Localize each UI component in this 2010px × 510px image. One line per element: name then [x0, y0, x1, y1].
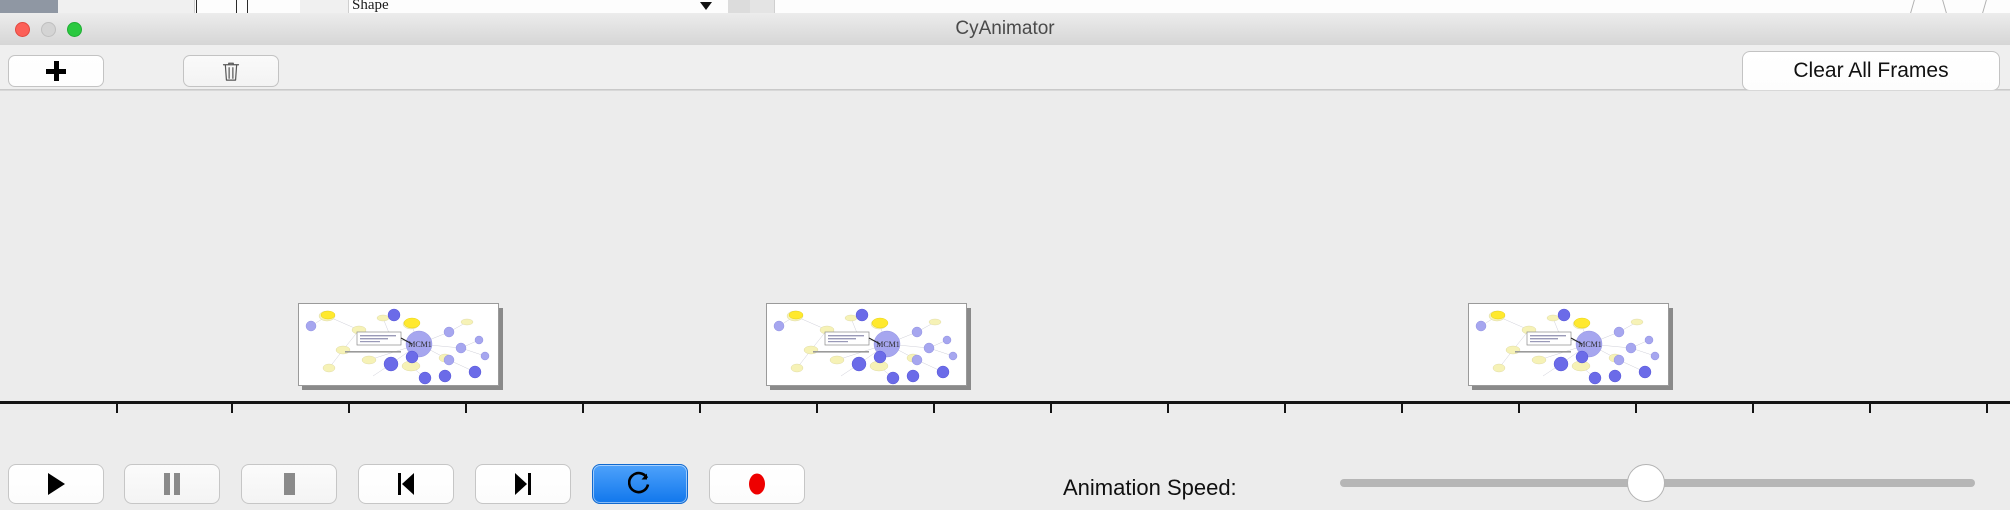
trash-icon	[222, 62, 240, 81]
loop-icon	[628, 471, 650, 494]
background-window-strip: Shape	[0, 0, 2010, 14]
ruler-tick-major	[1401, 403, 1403, 413]
frame-card: MCM1	[1468, 303, 1669, 386]
timeline-frame-thumbnail[interactable]: MCM1	[1468, 303, 1673, 390]
add-frame-button[interactable]	[8, 55, 104, 87]
stop-button[interactable]	[241, 464, 337, 504]
play-icon	[48, 473, 65, 495]
loop-button[interactable]	[592, 464, 688, 504]
svg-text:MCM1: MCM1	[1578, 340, 1602, 349]
record-icon	[749, 473, 765, 495]
ruler-tick-minor	[1752, 403, 1754, 413]
animation-speed-slider-thumb[interactable]	[1627, 464, 1665, 502]
timeline-frame-thumbnail[interactable]: MCM1	[766, 303, 971, 390]
svg-text:MCM1: MCM1	[408, 340, 432, 349]
skip-previous-icon	[398, 473, 414, 495]
network-thumbnail-icon: MCM1	[1475, 308, 1660, 385]
animation-speed-slider[interactable]	[1340, 464, 1975, 502]
timeline-ruler	[0, 401, 2010, 404]
bg-window-text: Shape	[352, 0, 389, 13]
bg-chip	[300, 0, 349, 13]
ruler-tick-minor	[1284, 403, 1286, 413]
stop-icon	[284, 473, 295, 495]
network-thumbnail-icon: MCM1	[773, 308, 958, 385]
zoom-button[interactable]	[67, 22, 82, 37]
svg-text:MCM1: MCM1	[876, 340, 900, 349]
toolbar	[0, 45, 2010, 90]
ruler-tick-major	[1869, 403, 1871, 413]
record-button[interactable]	[709, 464, 805, 504]
frame-card: MCM1	[298, 303, 499, 386]
animation-speed-label: Animation Speed:	[1063, 475, 1237, 500]
plus-icon	[46, 61, 66, 81]
play-button[interactable]	[8, 464, 104, 504]
bg-chip	[0, 0, 59, 13]
ruler-tick-minor	[116, 403, 118, 413]
skip-start-button[interactable]	[358, 464, 454, 504]
skip-next-icon	[515, 473, 531, 495]
title-bar[interactable]: CyAnimator	[0, 13, 2010, 46]
bg-chip	[750, 0, 775, 13]
ruler-tick-major	[1167, 403, 1169, 413]
ruler-tick-minor	[582, 403, 584, 413]
pause-icon	[164, 473, 180, 495]
minimize-button[interactable]	[41, 22, 56, 37]
close-button[interactable]	[15, 22, 30, 37]
ruler-tick-minor	[1518, 403, 1520, 413]
ruler-tick-minor	[1050, 403, 1052, 413]
bg-caret-icon	[700, 2, 712, 10]
ruler-tick-major	[933, 403, 935, 413]
skip-end-button[interactable]	[475, 464, 571, 504]
ruler-tick-major	[231, 403, 233, 413]
frame-card: MCM1	[766, 303, 967, 386]
clear-all-frames-button[interactable]: Clear All Frames	[1742, 51, 2000, 91]
traffic-light-group	[15, 22, 82, 37]
bg-chip	[728, 0, 751, 13]
ruler-tick-major	[1635, 403, 1637, 413]
timeline-frame-thumbnail[interactable]: MCM1	[298, 303, 503, 390]
bg-chip	[150, 0, 195, 13]
ruler-tick-major	[465, 403, 467, 413]
ruler-tick-major	[699, 403, 701, 413]
ruler-tick-minor	[816, 403, 818, 413]
delete-frame-button[interactable]	[183, 55, 279, 87]
ruler-tick-minor	[348, 403, 350, 413]
window-title: CyAnimator	[955, 18, 1055, 39]
ruler-tick-minor	[1986, 403, 1988, 413]
network-thumbnail-icon: MCM1	[305, 308, 490, 385]
bg-chip	[58, 0, 151, 13]
pause-button[interactable]	[124, 464, 220, 504]
timeline-panel[interactable]: MCM1	[0, 90, 2010, 413]
